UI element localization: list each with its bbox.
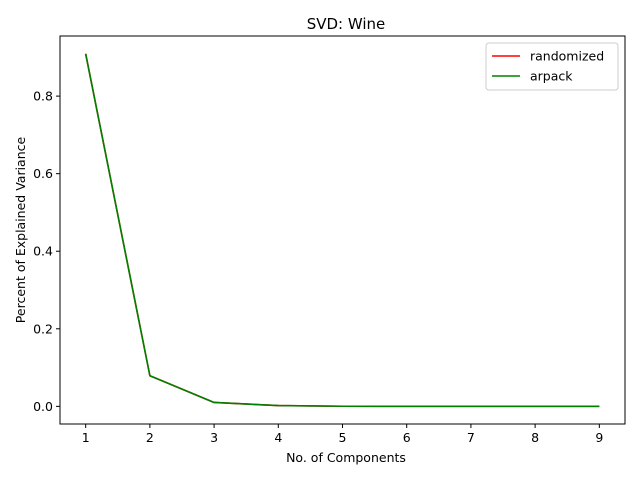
x-tick-label: 9 — [595, 430, 603, 445]
x-axis-title: No. of Components — [286, 450, 406, 465]
chart-title: SVD: Wine — [307, 15, 386, 33]
y-tick-label: 0.2 — [33, 321, 53, 336]
x-tick-label: 8 — [531, 430, 539, 445]
legend-label-randomized: randomized — [530, 49, 604, 64]
y-tick-label: 0.8 — [33, 89, 53, 104]
legend-box — [485, 42, 619, 91]
x-tick-label: 3 — [210, 430, 218, 445]
legend: randomized arpack — [485, 42, 619, 91]
y-tick-label: 0.0 — [33, 399, 53, 414]
y-axis-title: Percent of Explained Variance — [13, 137, 28, 324]
x-tick-label: 6 — [403, 430, 411, 445]
series-line-arpack — [84, 53, 600, 408]
y-tick-label: 0.6 — [33, 166, 53, 181]
legend-label-arpack: arpack — [530, 69, 573, 84]
x-tick-label: 5 — [339, 430, 347, 445]
y-tick-label: 0.4 — [33, 244, 53, 259]
plot-area — [84, 53, 600, 408]
x-tick-label: 7 — [467, 430, 475, 445]
x-tick-label: 2 — [146, 430, 154, 445]
x-tick-label: 1 — [82, 430, 90, 445]
y-axis: 0.0 0.2 0.4 0.6 0.8 — [33, 89, 60, 414]
x-tick-label: 4 — [274, 430, 282, 445]
x-axis: 1 2 3 4 5 6 7 8 9 — [82, 424, 603, 445]
